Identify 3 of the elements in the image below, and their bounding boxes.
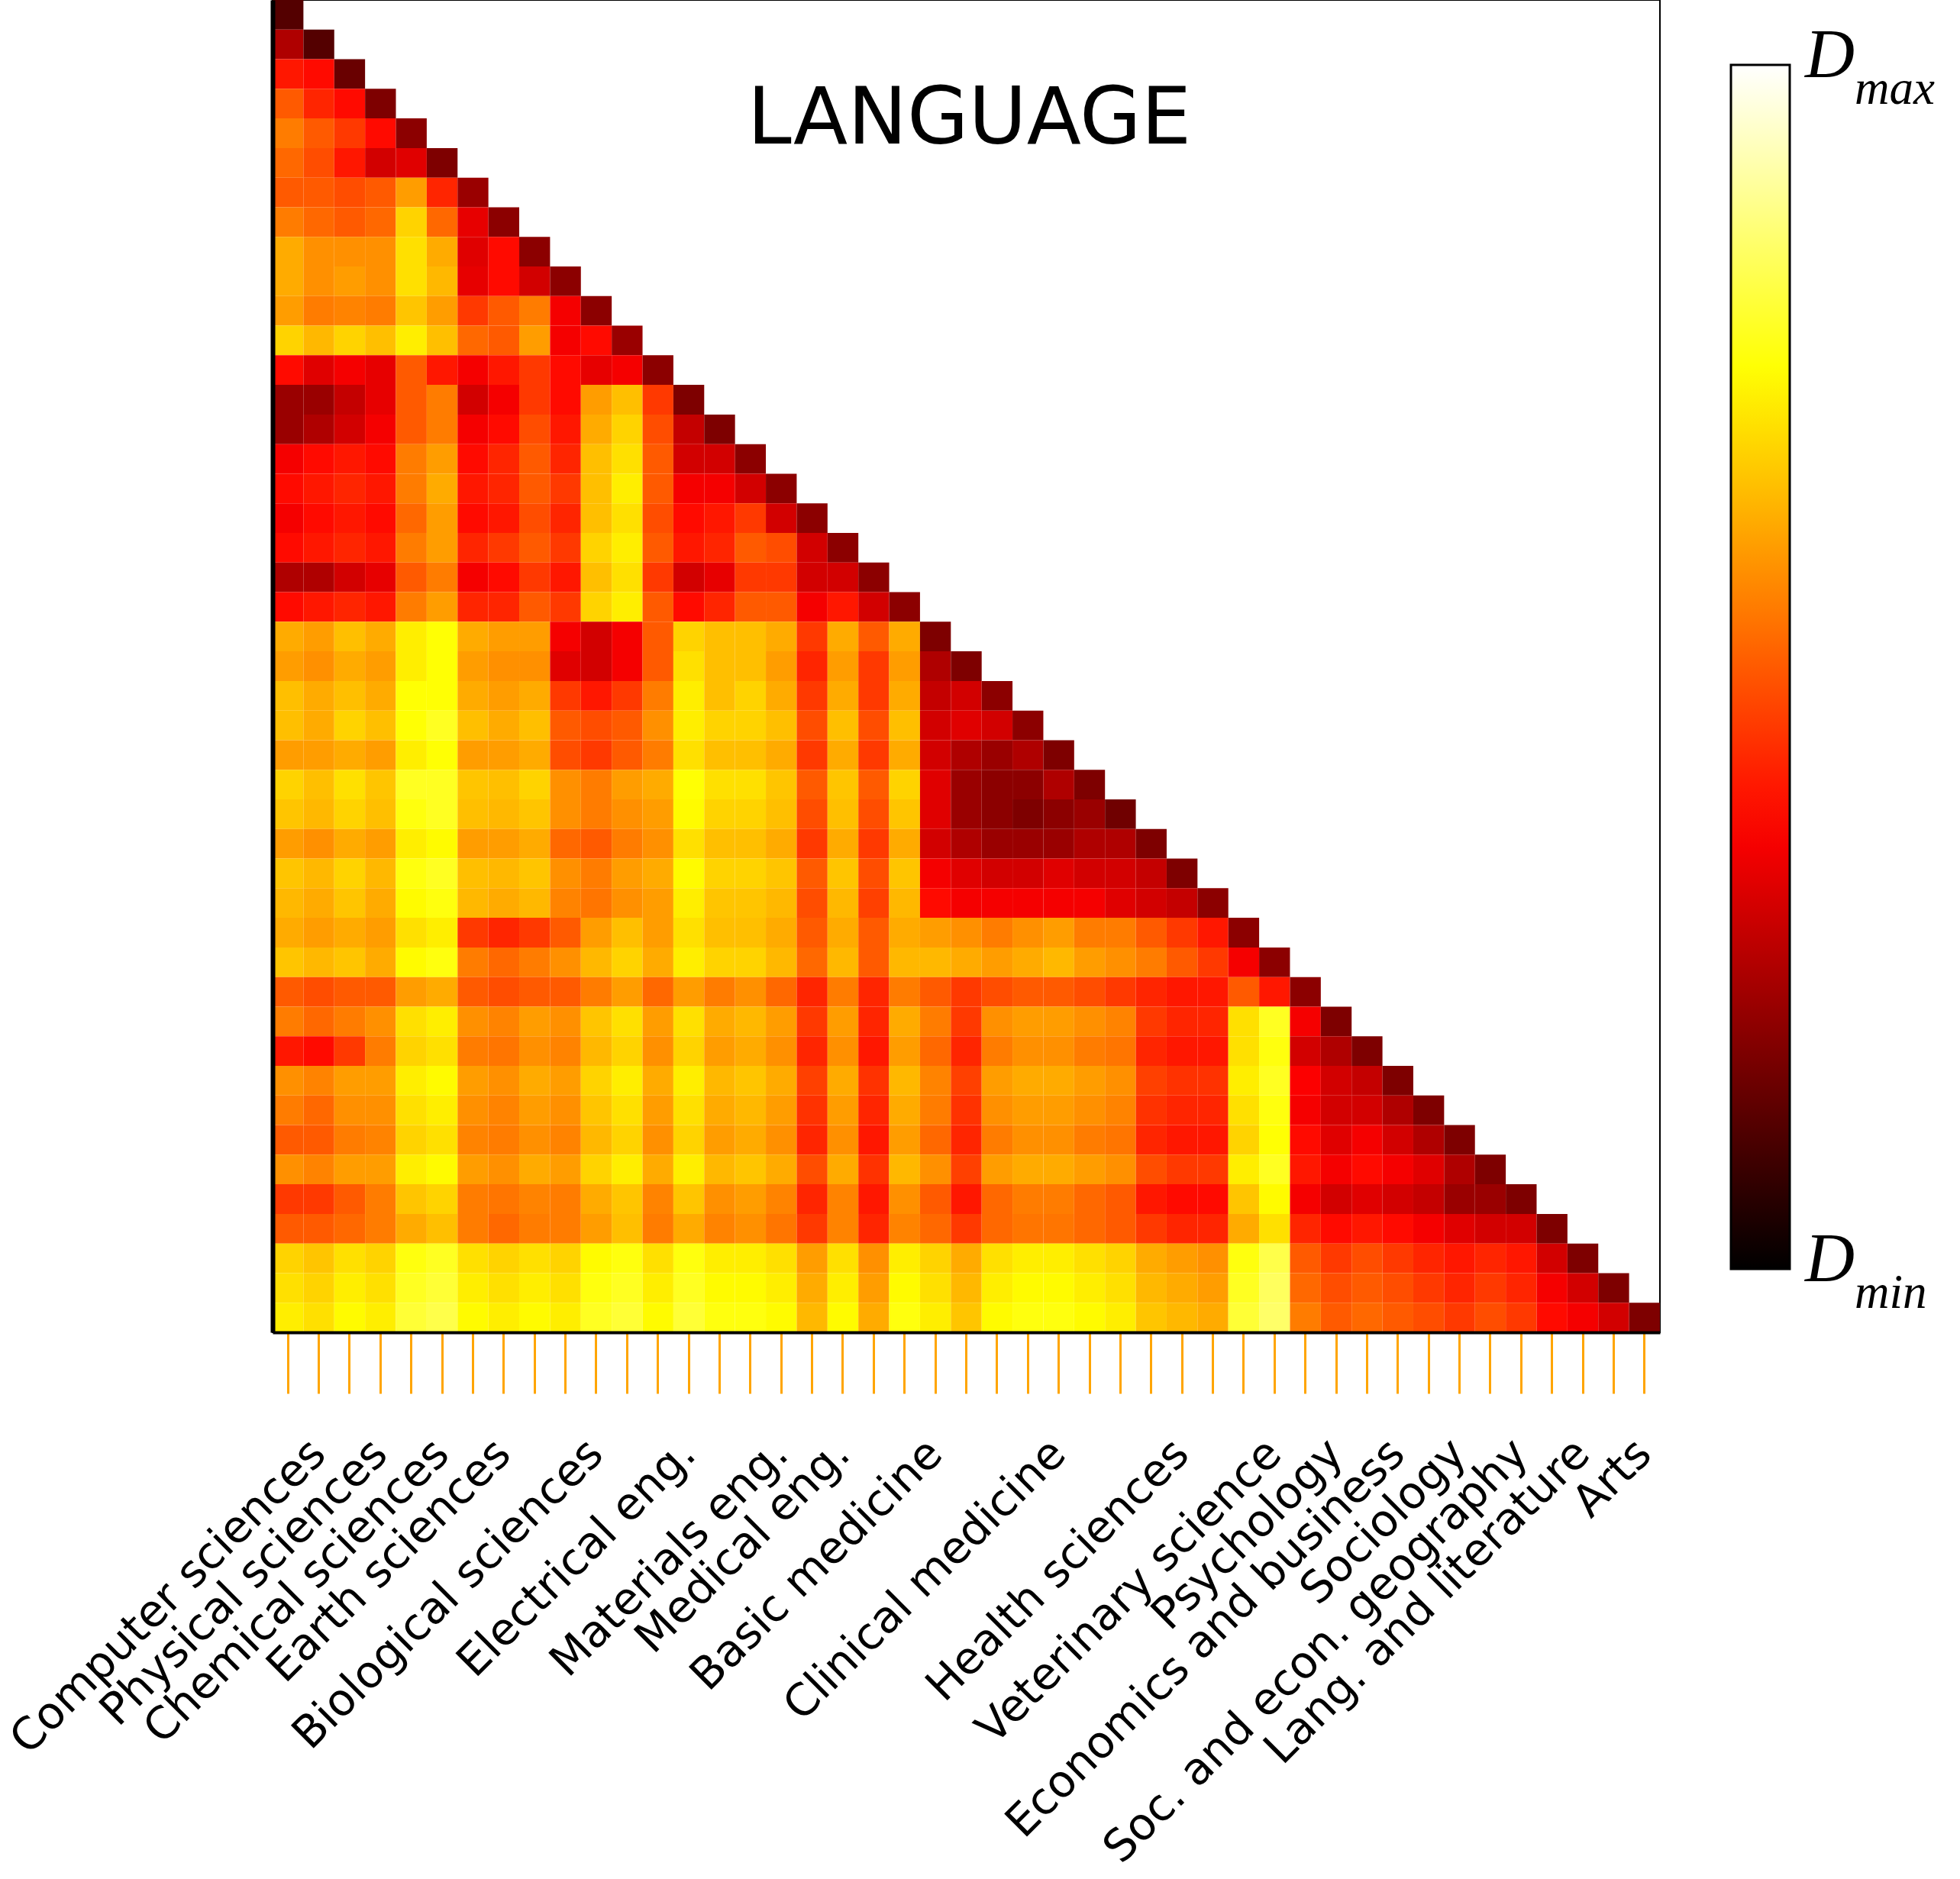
text: LANGUAGE xyxy=(747,69,1192,163)
color-bar-label: D$_{max}$ xyxy=(1803,15,1935,115)
color-bar-label: D$_{min}$ xyxy=(1803,1219,1927,1319)
